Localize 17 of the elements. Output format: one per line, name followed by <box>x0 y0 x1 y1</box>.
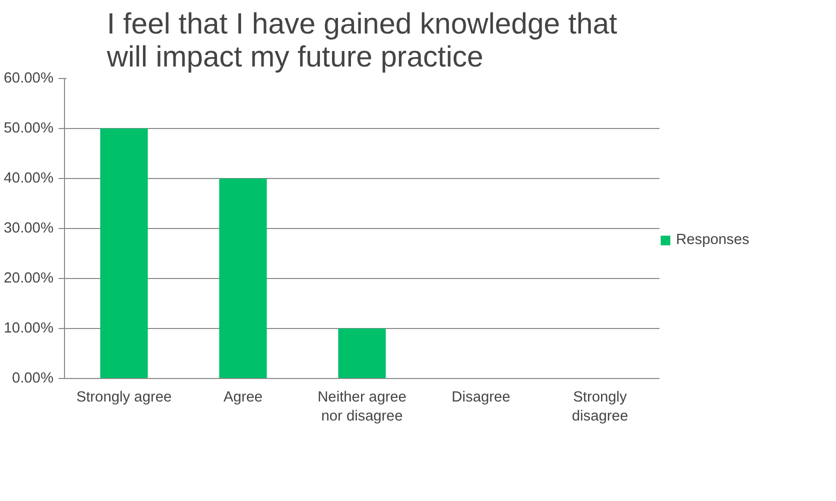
y-tick-label: 0.00% <box>12 370 54 386</box>
y-tick-label: 30.00% <box>4 220 54 236</box>
x-tick-label: Strongly agree <box>76 390 172 406</box>
y-tick-label: 60.00% <box>4 70 54 86</box>
x-tick-label: Neither agree nor disagree <box>318 390 406 425</box>
legend-label: Responses <box>676 232 750 248</box>
y-tick-label: 20.00% <box>4 270 54 286</box>
bar <box>338 328 386 378</box>
y-tick-label: 50.00% <box>4 120 54 136</box>
x-tick-label: Disagree <box>452 390 510 406</box>
chart-title: I feel that I have gained knowledge that will impact my future practice <box>106 8 618 74</box>
x-tick-label: Strongly disagree <box>572 390 628 425</box>
x-tick-label: Agree <box>223 390 263 406</box>
bar <box>219 178 267 378</box>
bar <box>100 128 148 378</box>
y-tick-label: 10.00% <box>4 320 54 336</box>
y-tick-label: 40.00% <box>4 170 54 186</box>
